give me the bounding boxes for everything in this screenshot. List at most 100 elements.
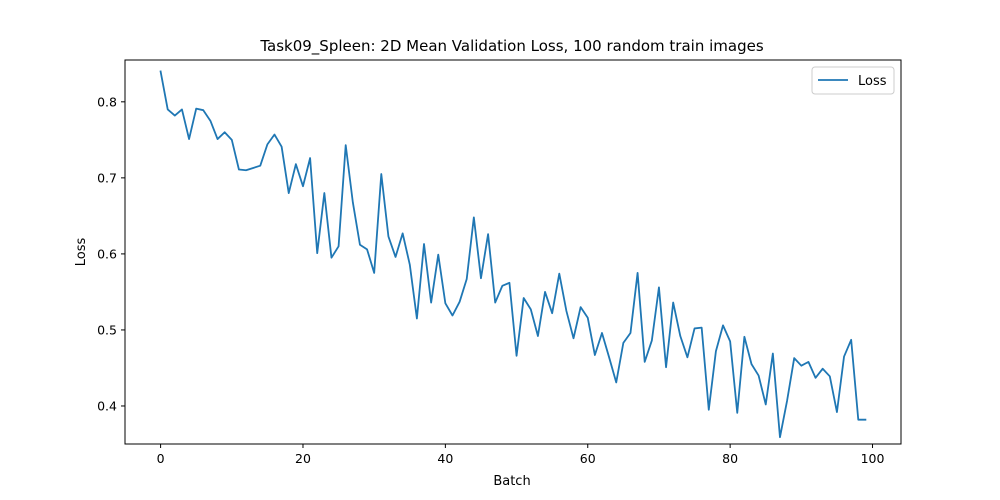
data-point <box>700 326 702 328</box>
data-point <box>387 235 389 237</box>
axes-frame <box>124 59 902 445</box>
data-point <box>280 145 282 147</box>
data-point <box>401 232 403 234</box>
data-point <box>288 192 290 194</box>
data-point <box>380 173 382 175</box>
data-point <box>587 317 589 319</box>
data-point <box>736 412 738 414</box>
series-layer <box>159 70 867 439</box>
x-tick-label: 40 <box>437 451 453 466</box>
data-point <box>273 133 275 135</box>
data-point <box>238 168 240 170</box>
plot-area <box>124 59 902 445</box>
chart-title: Task09_Spleen: 2D Mean Validation Loss, … <box>259 37 763 56</box>
data-point <box>765 403 767 405</box>
data-point <box>202 109 204 111</box>
data-point <box>715 350 717 352</box>
data-point <box>188 138 190 140</box>
legend: Loss <box>811 66 895 95</box>
data-point <box>337 245 339 247</box>
data-point <box>430 301 432 303</box>
data-point <box>323 192 325 194</box>
x-tick-label: 80 <box>722 451 738 466</box>
data-point <box>750 363 752 365</box>
data-point <box>209 120 211 122</box>
data-point <box>821 368 823 370</box>
data-point <box>366 248 368 250</box>
data-point <box>522 297 524 299</box>
data-point <box>615 381 617 383</box>
data-point <box>843 355 845 357</box>
data-point <box>708 409 710 411</box>
data-point <box>409 263 411 265</box>
data-point <box>245 169 247 171</box>
data-point <box>793 357 795 359</box>
data-point <box>394 256 396 258</box>
data-point <box>814 377 816 379</box>
data-point <box>786 399 788 401</box>
data-point <box>359 244 361 246</box>
data-point <box>658 286 660 288</box>
data-point <box>864 418 866 420</box>
data-point <box>508 282 510 284</box>
x-tick-label: 20 <box>295 451 311 466</box>
data-point <box>572 337 574 339</box>
data-point <box>644 361 646 363</box>
x-tick-label: 0 <box>157 451 165 466</box>
data-point <box>579 306 581 308</box>
legend-box <box>811 66 895 95</box>
data-point <box>437 253 439 255</box>
data-point <box>444 302 446 304</box>
data-point <box>473 216 475 218</box>
data-point <box>451 314 453 316</box>
data-point <box>416 317 418 319</box>
y-tick-label: 0.4 <box>97 398 117 413</box>
x-axis-label: Batch <box>493 474 530 489</box>
data-point <box>167 108 169 110</box>
data-point <box>665 366 667 368</box>
x-axis-ticks: 0 20 40 60 80 100 <box>157 444 885 466</box>
data-point <box>850 339 852 341</box>
series-line-loss <box>159 70 867 439</box>
data-point <box>537 335 539 337</box>
y-axis-label: Loss <box>74 238 89 267</box>
legend-label-loss: Loss <box>858 74 887 89</box>
data-point <box>259 165 261 167</box>
data-point <box>423 243 425 245</box>
data-point <box>480 277 482 279</box>
data-point <box>558 272 560 274</box>
data-point <box>829 375 831 377</box>
data-point <box>330 257 332 259</box>
data-point <box>629 332 631 334</box>
x-tick-label: 60 <box>580 451 596 466</box>
y-tick-label: 0.8 <box>97 94 117 109</box>
data-point <box>651 339 653 341</box>
data-point <box>373 272 375 274</box>
data-point <box>515 355 517 357</box>
data-point <box>757 374 759 376</box>
data-point <box>544 291 546 293</box>
data-point <box>686 356 688 358</box>
data-point <box>551 312 553 314</box>
x-tick-label: 100 <box>861 451 885 466</box>
data-point <box>302 185 304 187</box>
data-point <box>458 301 460 303</box>
data-point <box>223 131 225 133</box>
data-point <box>231 139 233 141</box>
data-point <box>466 278 468 280</box>
data-point <box>672 301 674 303</box>
data-point <box>836 411 838 413</box>
data-point <box>565 310 567 312</box>
data-point <box>494 301 496 303</box>
data-point <box>743 336 745 338</box>
data-point <box>316 252 318 254</box>
data-point <box>729 340 731 342</box>
data-point <box>807 361 809 363</box>
data-point <box>772 352 774 354</box>
y-axis-ticks: 0.4 0.5 0.6 0.7 0.8 <box>97 94 125 413</box>
data-point <box>857 418 859 420</box>
data-point <box>309 157 311 159</box>
data-point <box>266 143 268 145</box>
data-point <box>295 163 297 165</box>
